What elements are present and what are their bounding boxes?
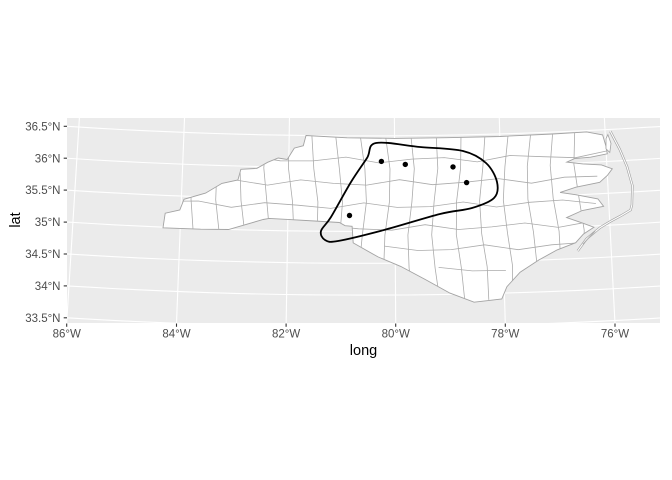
y-axis-title: lat [8,212,24,228]
x-tick-label: 76°W [601,329,629,341]
x-tick-label: 84°W [162,329,190,341]
y-tick-label: 35.5°N [25,185,60,197]
y-tick-label: 34°N [35,281,61,293]
y-tick-label: 36°N [35,153,61,165]
data-point [378,158,385,165]
x-tick-label: 80°W [382,329,410,341]
y-tick-label: 36.5°N [25,121,60,133]
x-tick-label: 82°W [272,329,300,341]
data-point [463,179,470,186]
currituck-island [605,133,612,154]
x-axis-title: long [349,343,378,359]
hull-outline [319,141,499,243]
outer-banks [576,130,634,252]
y-tick-label: 34.5°N [25,249,60,261]
data-point [402,161,408,168]
axis-ticks [63,125,616,327]
data-point [346,212,353,219]
x-tick-label: 78°W [491,329,519,341]
x-tick-label: 86°W [53,329,81,341]
state-map [162,130,634,303]
y-tick-label: 35°N [35,217,61,229]
data-points [346,158,470,219]
y-tick-label: 33.5°N [25,313,60,325]
data-point [450,164,456,170]
axis-labels: 86°W 84°W 82°W 80°W 78°W 76°W 33.5°N 34°N 34.5°N… [25,121,629,340]
